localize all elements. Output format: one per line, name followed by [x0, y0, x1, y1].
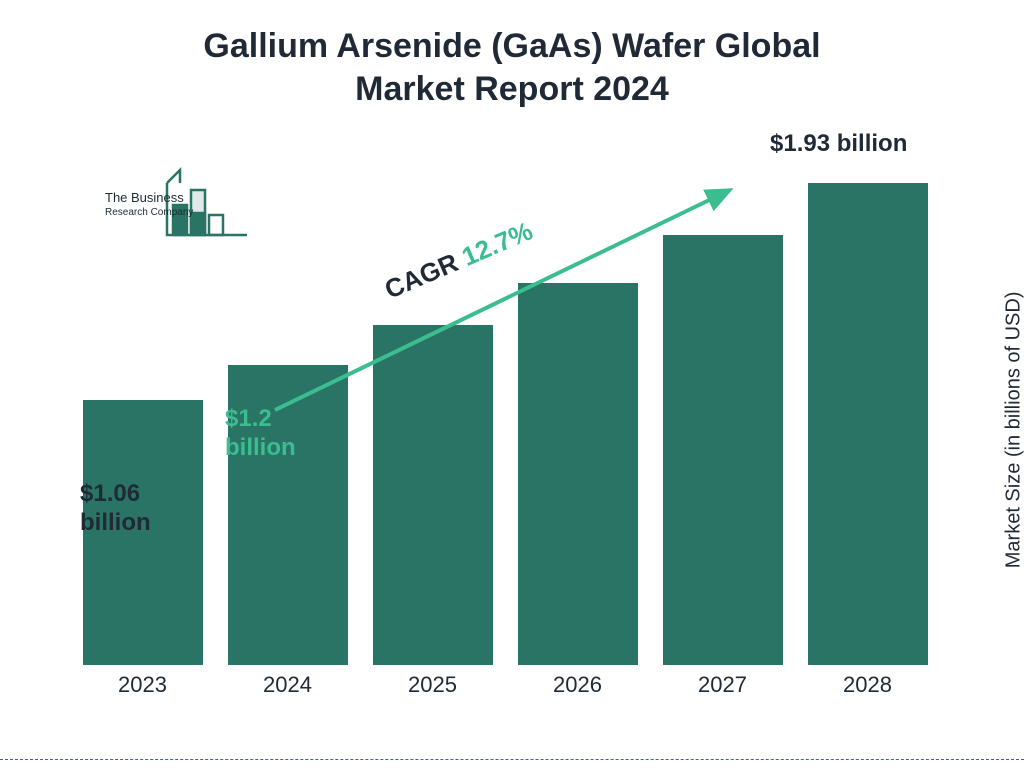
- callout-2028-l1: $1.93 billion: [770, 130, 907, 157]
- bar-2027: [663, 235, 783, 665]
- bar-2025: [373, 325, 493, 665]
- x-label-2026: 2026: [518, 672, 638, 698]
- x-label-2025: 2025: [373, 672, 493, 698]
- x-axis-labels: 2023 2024 2025 2026 2027 2028: [70, 670, 940, 700]
- bar-2026: [518, 283, 638, 666]
- x-label-2027: 2027: [663, 672, 783, 698]
- x-label-2023: 2023: [83, 672, 203, 698]
- callout-2024: $1.2 billion: [225, 405, 296, 463]
- callout-2023-l1: $1.06: [80, 480, 140, 507]
- title-line-2: Market Report 2024: [355, 70, 669, 108]
- callout-2024-l2: billion: [225, 434, 296, 461]
- callout-2028: $1.93 billion: [770, 130, 907, 159]
- chart-title: Gallium Arsenide (GaAs) Wafer Global Mar…: [0, 25, 1024, 110]
- x-label-2028: 2028: [808, 672, 928, 698]
- bottom-divider: [0, 759, 1024, 760]
- callout-2023: $1.06 billion: [80, 480, 151, 538]
- title-line-1: Gallium Arsenide (GaAs) Wafer Global: [203, 27, 820, 65]
- callout-2023-l2: billion: [80, 509, 151, 536]
- x-label-2024: 2024: [228, 672, 348, 698]
- callout-2024-l1: $1.2: [225, 405, 272, 432]
- y-axis-label: Market Size (in billions of USD): [1003, 292, 1024, 569]
- bar-2028: [808, 183, 928, 666]
